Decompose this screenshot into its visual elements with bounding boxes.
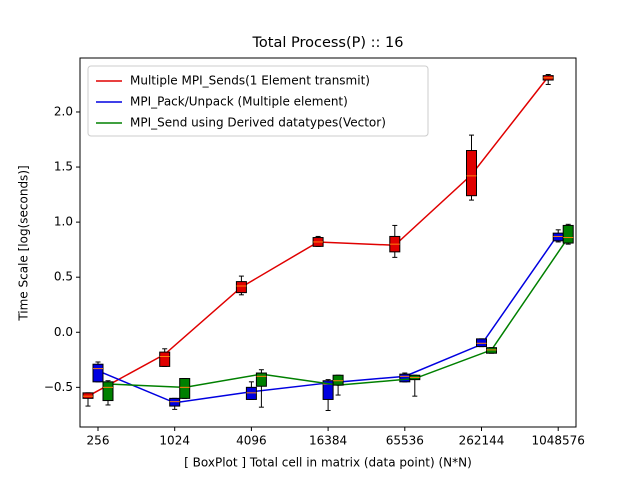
box xyxy=(169,397,181,407)
box xyxy=(399,373,411,383)
box xyxy=(552,232,564,242)
y-tick-label: −0.5 xyxy=(44,380,73,394)
x-axis-label: [ BoxPlot ] Total cell in matrix (data p… xyxy=(184,456,472,470)
legend-box xyxy=(87,65,429,137)
box xyxy=(245,386,257,400)
box xyxy=(102,381,114,402)
y-tick-label: 1.5 xyxy=(54,160,73,174)
box xyxy=(562,224,574,244)
x-tick-label: 1024 xyxy=(159,434,190,448)
box xyxy=(466,150,477,197)
y-tick-label: 0.5 xyxy=(54,270,73,284)
x-tick-label: 262144 xyxy=(459,434,505,448)
y-tick-label: 1.0 xyxy=(54,215,73,229)
box xyxy=(332,374,344,386)
box xyxy=(255,372,267,387)
legend-label: Multiple MPI_Sends(1 Element transmit) xyxy=(130,74,370,88)
box xyxy=(235,281,247,294)
x-tick-label: 4096 xyxy=(236,434,267,448)
y-tick-label: 2.0 xyxy=(54,104,73,118)
box xyxy=(159,351,171,367)
box xyxy=(82,392,94,399)
box xyxy=(179,378,191,399)
x-tick-label: 1048576 xyxy=(531,434,584,448)
chart-title: Total Process(P) :: 16 xyxy=(252,35,404,51)
box xyxy=(476,338,487,348)
plot-frame xyxy=(79,57,577,428)
x-tick-label: 16384 xyxy=(309,434,347,448)
y-tick-label: 0.0 xyxy=(54,325,73,339)
legend-label: MPI_Pack/Unpack (Multiple element) xyxy=(130,95,348,109)
box xyxy=(92,363,104,383)
x-tick-label: 65536 xyxy=(386,434,424,448)
x-tick-label: 256 xyxy=(87,434,110,448)
legend-label: MPI_Send using Derived datatypes(Vector) xyxy=(130,116,386,130)
box xyxy=(322,380,334,400)
box xyxy=(486,347,497,354)
y-axis-label: Time Scale [log(seconds)] xyxy=(17,165,31,321)
